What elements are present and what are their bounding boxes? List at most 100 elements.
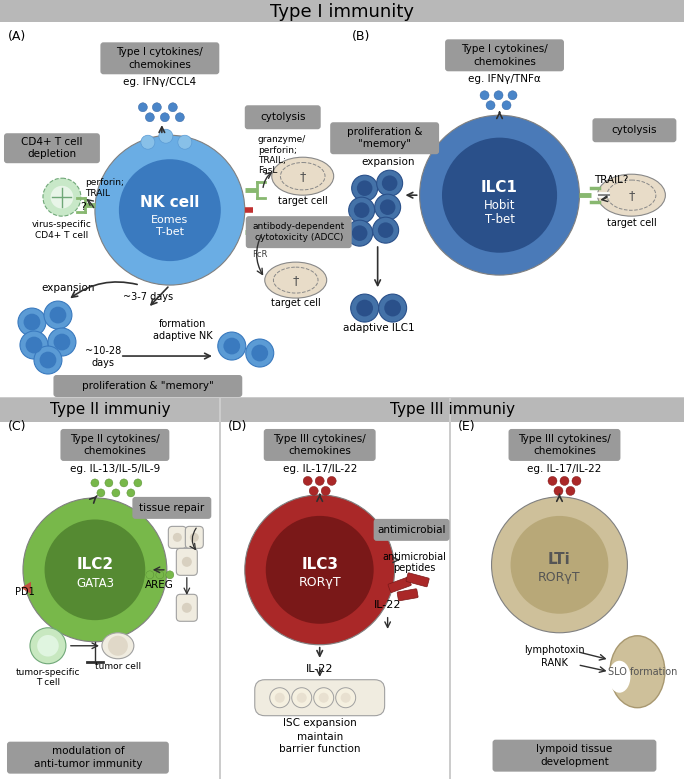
Text: Type III cytokines/
chemokines: Type III cytokines/ chemokines [518,434,611,456]
Ellipse shape [608,661,630,693]
Ellipse shape [610,636,665,707]
Text: modulation of
anti-tumor immunity: modulation of anti-tumor immunity [34,746,142,769]
Circle shape [351,175,377,201]
Circle shape [105,479,113,487]
FancyBboxPatch shape [508,429,621,461]
Circle shape [169,103,177,111]
Text: barrier function: barrier function [279,744,360,753]
Text: proliferation & "memory": proliferation & "memory" [82,381,214,391]
Text: antibody-dependent
cytotoxicity (ADCC): antibody-dependent cytotoxicity (ADCC) [253,222,345,242]
FancyBboxPatch shape [255,680,385,716]
Circle shape [382,175,397,191]
Circle shape [378,222,393,238]
Circle shape [309,486,319,495]
Circle shape [173,533,182,542]
Circle shape [502,100,511,110]
Circle shape [23,314,40,330]
Circle shape [275,693,285,703]
Ellipse shape [272,157,334,196]
Text: ILC3: ILC3 [301,557,338,573]
FancyBboxPatch shape [0,398,220,422]
Text: NK cell: NK cell [140,195,199,210]
Text: adaptive ILC1: adaptive ILC1 [342,323,414,333]
FancyBboxPatch shape [0,397,684,399]
Circle shape [49,307,66,323]
Text: RORγT: RORγT [299,576,341,590]
Circle shape [127,489,135,497]
Circle shape [112,489,120,497]
Circle shape [166,571,174,579]
Polygon shape [21,582,31,594]
FancyBboxPatch shape [4,133,100,164]
Text: (E): (E) [458,420,475,433]
Circle shape [146,571,154,579]
Text: Type II cytokines/
chemokines: Type II cytokines/ chemokines [70,434,160,456]
Text: expansion: expansion [41,283,95,293]
Text: Eomes: Eomes [151,215,188,225]
Text: GATA3: GATA3 [76,577,114,590]
Text: SLO formation: SLO formation [608,667,677,677]
Text: LTi: LTi [548,552,571,567]
Text: perforin;
TRAIL: perforin; TRAIL [85,178,124,198]
Circle shape [560,477,569,485]
Text: tumor-specific
T cell: tumor-specific T cell [16,668,80,687]
Text: Type I cytokines/
chemokines: Type I cytokines/ chemokines [116,47,203,69]
Text: lympoid tissue
development: lympoid tissue development [536,745,612,767]
FancyBboxPatch shape [0,0,684,23]
Text: PD1: PD1 [15,587,35,597]
Text: Hobit: Hobit [484,199,515,212]
Circle shape [314,688,334,707]
Circle shape [384,300,401,316]
Text: Type I immunity: Type I immunity [270,3,414,21]
Text: ILC2: ILC2 [76,557,114,573]
Circle shape [373,217,399,243]
Text: formation
adaptive NK: formation adaptive NK [153,319,212,341]
FancyBboxPatch shape [373,519,449,541]
Circle shape [270,688,290,707]
Circle shape [190,533,199,542]
Circle shape [160,113,169,122]
Circle shape [292,688,312,707]
Text: †: † [299,170,306,183]
Circle shape [548,477,557,485]
Circle shape [246,339,274,367]
Circle shape [566,486,575,495]
Circle shape [218,332,246,360]
Circle shape [141,136,155,150]
FancyBboxPatch shape [53,375,242,397]
Text: (B): (B) [351,30,370,44]
Text: ILC1: ILC1 [481,180,518,195]
Text: tissue repair: tissue repair [139,503,204,513]
Circle shape [251,344,268,361]
Text: Type II immuniy: Type II immuniy [49,403,170,418]
Text: eg. IL-17/IL-22: eg. IL-17/IL-22 [282,464,357,474]
FancyBboxPatch shape [406,573,429,587]
Text: maintain: maintain [297,731,342,742]
Text: cytolysis: cytolysis [612,125,657,136]
Circle shape [442,138,557,252]
Circle shape [510,516,608,614]
Text: target cell: target cell [606,218,656,228]
Text: target cell: target cell [271,298,321,308]
FancyBboxPatch shape [445,39,564,72]
Circle shape [375,194,401,220]
FancyBboxPatch shape [245,105,321,129]
Circle shape [297,693,307,703]
Circle shape [182,557,192,567]
Text: ~3-7 days: ~3-7 days [123,292,173,302]
Circle shape [380,199,395,215]
Circle shape [356,300,373,316]
Circle shape [138,103,147,111]
Circle shape [178,136,192,150]
Circle shape [377,170,403,196]
Text: T-bet: T-bet [484,213,514,226]
Text: granzyme/
perforin;
TRAIL;
FasL: granzyme/ perforin; TRAIL; FasL [258,136,306,175]
Text: cytolysis: cytolysis [260,112,306,122]
Circle shape [97,489,105,497]
Circle shape [572,477,581,485]
Circle shape [53,333,71,351]
Text: †: † [628,189,634,202]
Circle shape [303,477,312,485]
FancyBboxPatch shape [388,577,411,593]
FancyBboxPatch shape [60,429,169,461]
